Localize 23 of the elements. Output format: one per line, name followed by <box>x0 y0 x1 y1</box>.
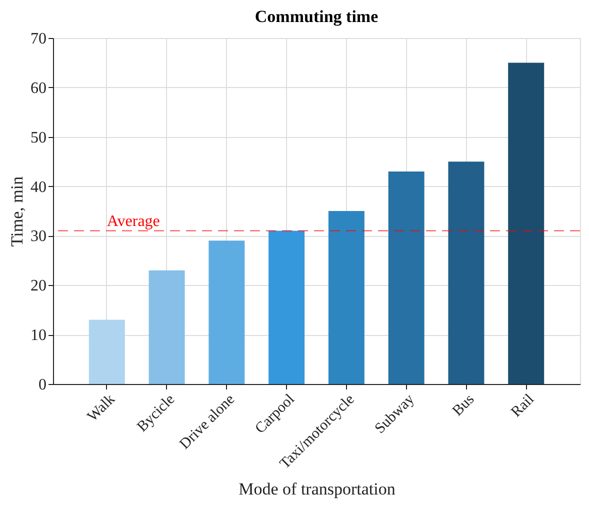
bar <box>328 211 364 384</box>
bar <box>448 162 484 384</box>
chart-title: Commuting time <box>254 7 379 26</box>
bar <box>388 171 424 384</box>
y-axis-title: Time, min <box>8 176 26 247</box>
y-tick-label: 10 <box>30 327 46 344</box>
bar <box>148 270 185 384</box>
bar <box>208 240 245 384</box>
y-tick-label: 60 <box>30 80 46 97</box>
y-tick-label: 0 <box>38 376 46 394</box>
bar <box>508 62 544 384</box>
y-tick-label: 30 <box>30 228 46 246</box>
x-tick-label: Rail <box>508 392 538 420</box>
y-tick-label: 20 <box>30 278 46 295</box>
x-tick-label: Bus <box>450 391 478 420</box>
x-tick-label: Walk <box>84 391 119 425</box>
y-tick-label: 40 <box>30 178 46 196</box>
x-axis-title: Mode of transportation <box>238 479 396 498</box>
bar <box>88 320 125 384</box>
y-tick-label: 70 <box>30 30 46 48</box>
ref-line-label: Average <box>106 212 160 230</box>
y-tick-label: 50 <box>30 129 46 146</box>
bar <box>268 230 305 384</box>
